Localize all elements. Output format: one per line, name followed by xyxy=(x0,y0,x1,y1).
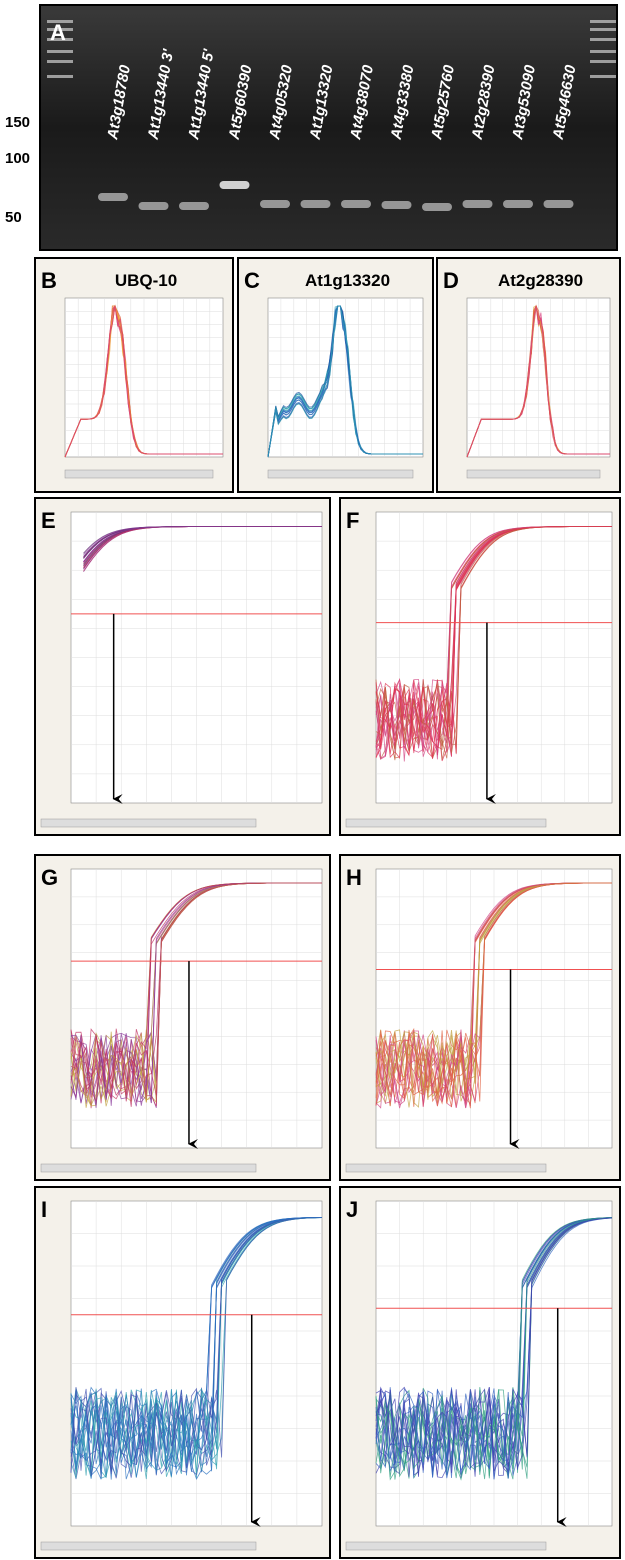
gel-band xyxy=(543,200,574,208)
amplification-trace xyxy=(70,882,322,1107)
amplification-trace xyxy=(70,1217,323,1477)
ladder-band xyxy=(590,50,616,53)
panel-title: At2g28390 xyxy=(498,271,583,290)
panel-label: A xyxy=(50,20,66,45)
ladder-band xyxy=(590,20,616,23)
panel-label: C xyxy=(244,268,260,293)
gel-band xyxy=(462,200,493,208)
ladder-band xyxy=(47,38,73,41)
panel-title: UBQ-10 xyxy=(115,271,177,290)
gel-band xyxy=(341,200,371,208)
amplification-trace xyxy=(375,1217,613,1475)
gel-band xyxy=(219,181,250,189)
axis-controls xyxy=(40,818,257,828)
melt-trace xyxy=(64,305,223,458)
gel-band xyxy=(98,193,128,201)
amplification-trace xyxy=(70,1217,323,1472)
ladder-band xyxy=(590,28,616,31)
gel-band xyxy=(179,202,209,210)
amplification-trace xyxy=(375,526,612,756)
axis-controls xyxy=(345,1541,547,1551)
panel-label: H xyxy=(346,865,362,890)
melt-trace xyxy=(466,305,610,458)
panel-label: E xyxy=(41,508,56,533)
axis-controls xyxy=(267,469,414,479)
axis-controls xyxy=(40,1541,257,1551)
ladder-band xyxy=(590,75,616,78)
panel-label: B xyxy=(41,268,57,293)
amplification-trace xyxy=(83,526,322,563)
panel-label: G xyxy=(41,865,58,890)
axis-controls xyxy=(466,469,601,479)
amplification-trace xyxy=(375,1217,613,1479)
size-marker: 50 xyxy=(5,209,22,226)
size-marker: 100 xyxy=(5,150,30,167)
panel-label: D xyxy=(443,268,459,293)
gel-band xyxy=(300,200,331,208)
amplification-trace xyxy=(375,1217,613,1480)
ladder-band xyxy=(590,60,616,63)
axis-controls xyxy=(345,818,547,828)
ladder-band xyxy=(47,50,73,53)
gel-band xyxy=(260,200,290,208)
ladder-band xyxy=(47,60,73,63)
ladder-band xyxy=(47,28,73,31)
panel-title: At1g13320 xyxy=(305,271,390,290)
gel-image xyxy=(39,4,618,251)
amplification-trace xyxy=(375,1217,613,1474)
gel-band xyxy=(422,203,452,211)
axis-controls xyxy=(40,1163,257,1173)
amplification-trace xyxy=(70,1217,323,1478)
ladder-band xyxy=(47,20,73,23)
size-marker: 150 xyxy=(5,114,30,131)
panel-label: J xyxy=(346,1197,358,1222)
axis-controls xyxy=(64,469,214,479)
gel-band xyxy=(381,201,412,209)
gel-band xyxy=(503,200,533,208)
amplification-trace xyxy=(375,882,612,1107)
amplification-trace xyxy=(70,1217,323,1480)
gel-band xyxy=(138,202,169,210)
amplification-trace xyxy=(70,1217,322,1480)
ladder-band xyxy=(47,75,73,78)
panel-label: I xyxy=(41,1197,47,1222)
panel-label: F xyxy=(346,508,359,533)
ladder-band xyxy=(590,38,616,41)
amplification-trace xyxy=(375,1217,613,1479)
melt-trace xyxy=(267,305,423,458)
axis-controls xyxy=(345,1163,547,1173)
amplification-trace xyxy=(375,1217,613,1480)
